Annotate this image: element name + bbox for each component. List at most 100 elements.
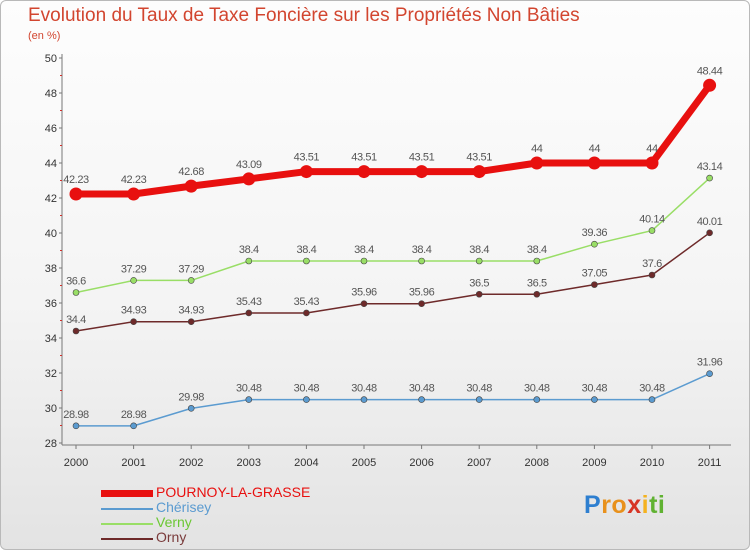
data-point [533,257,541,265]
data-label: 40.01 [697,216,723,228]
data-point [475,290,483,298]
data-point [245,257,253,265]
x-tick-label: 2010 [640,457,664,469]
legend-swatch [101,490,153,497]
y-tick-label: 48 [45,88,57,100]
logo-letter: x [627,491,642,519]
logo-letter: o [611,491,628,519]
data-label: 43.51 [351,152,377,164]
data-label: 35.43 [294,296,320,308]
data-label: 42.68 [178,166,204,178]
series-line [72,81,714,198]
data-point [360,257,368,265]
data-point [706,229,713,237]
data-label: 37.29 [178,263,204,275]
logo-letter: P [584,491,602,519]
x-tick-label: 2005 [352,457,376,469]
data-point [648,396,656,403]
data-point [187,318,195,326]
data-label: 34.93 [178,305,204,317]
data-label: 44 [646,143,658,155]
series-line [75,177,711,294]
data-label: 36.5 [527,277,547,289]
data-label: 39.36 [582,227,608,239]
data-label: 44 [531,143,543,155]
data-label: 36.5 [469,277,489,289]
y-tick-label: 44 [45,158,57,170]
legend-label: POURNOY-LA-GRASSE [156,484,311,500]
data-point [706,174,713,182]
data-point [299,165,313,179]
data-point [415,165,429,179]
chart-title: Evolution du Taux de Taxe Foncière sur l… [28,5,580,26]
logo-letter: r [601,491,612,519]
legend-swatch [101,523,153,525]
data-point [242,172,256,186]
legend-label: Verny [156,514,192,530]
data-point [360,300,368,308]
x-tick-label: 2011 [698,457,722,469]
data-point [418,396,425,403]
data-point [303,309,310,317]
data-point [645,156,659,170]
series-line [75,232,711,332]
logo-letter: i [657,491,666,519]
data-label: 34.93 [121,305,147,317]
data-point [591,396,598,403]
data-label: 30.48 [409,383,435,395]
data-label: 30.48 [294,383,320,395]
data-point [472,165,486,179]
data-label: 43.14 [697,161,723,173]
y-tick-label: 40 [45,228,57,240]
data-label: 38.4 [239,244,259,256]
data-point [475,257,483,265]
data-point [127,187,141,201]
data-label: 38.4 [354,244,374,256]
y-tick-label: 28 [45,438,57,450]
x-tick-label: 2007 [467,457,491,469]
data-point [418,300,425,308]
data-point [706,370,713,378]
data-label: 36.6 [66,276,86,288]
x-tick-label: 2009 [582,457,606,469]
y-tick-label: 38 [45,263,57,275]
data-label: 37.29 [121,263,147,275]
data-point [130,318,137,326]
data-label: 43.51 [466,152,492,164]
data-point [184,179,198,193]
legend-swatch [101,508,153,510]
legend-label: Chérisey [156,499,212,515]
data-label: 38.4 [469,244,489,256]
y-tick-label: 30 [45,403,57,415]
data-label: 42.23 [63,174,89,186]
data-point [72,422,80,430]
data-point [360,396,368,403]
y-tick-label: 42 [45,193,57,205]
data-point [648,227,656,234]
data-label: 38.4 [412,244,432,256]
series-line [75,372,711,427]
data-label: 29.98 [178,391,204,403]
data-point [703,78,717,92]
data-label: 35.96 [409,287,435,299]
legend-label: Orny [156,529,187,545]
data-label: 35.43 [236,296,262,308]
data-label: 37.05 [582,268,608,280]
data-point [187,277,195,284]
data-label: 28.98 [63,409,89,421]
data-label: 38.4 [296,244,316,256]
data-label: 34.4 [66,314,86,326]
data-label: 31.96 [697,357,723,369]
x-tick-label: 2000 [64,457,88,469]
data-point [533,290,541,298]
x-tick-label: 2003 [237,457,261,469]
data-label: 30.48 [582,383,608,395]
y-tick-label: 34 [45,333,57,345]
data-label: 28.98 [121,409,147,421]
data-point [418,257,425,265]
data-point [533,396,541,403]
data-point [303,396,310,403]
logo-letter: t [649,491,658,519]
data-label: 42.23 [121,174,147,186]
